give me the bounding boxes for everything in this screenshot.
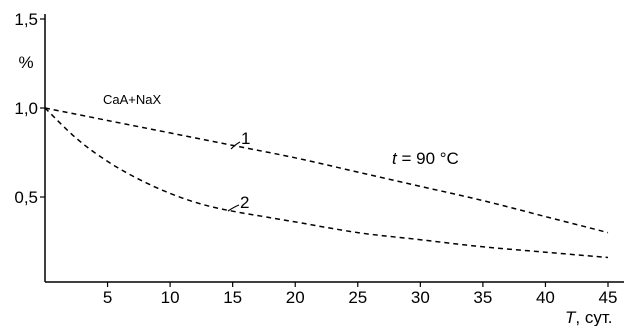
x-tick-label: 5 <box>103 288 112 307</box>
series-1-label-group: 1 <box>230 129 250 150</box>
x-tick-label: 40 <box>536 288 555 307</box>
series-1-label: 1 <box>241 129 250 148</box>
temperature-annotation: t = 90 °C <box>392 149 459 168</box>
x-tick-label: 15 <box>223 288 242 307</box>
x-tick-label: 45 <box>599 288 618 307</box>
y-tick-label: 0,5 <box>14 188 38 207</box>
y-tick-label: 1,0 <box>14 99 38 118</box>
series-2-leader <box>227 204 240 212</box>
y-axis-label: % <box>18 53 33 72</box>
series-lines <box>44 107 609 259</box>
series-1-leader <box>230 141 241 150</box>
x-axis-label: T, сут. <box>565 308 612 326</box>
x-tick-label: 25 <box>348 288 367 307</box>
x-tick-label: 10 <box>161 288 180 307</box>
x-ticks: 5 10 15 20 25 30 35 40 45 <box>103 282 618 307</box>
x-tick-label: 20 <box>286 288 305 307</box>
x-tick-label: 30 <box>411 288 430 307</box>
y-tick-label: 1,5 <box>14 10 38 29</box>
series-1-line <box>44 107 609 234</box>
x-tick-label: 35 <box>473 288 492 307</box>
series-2-line <box>44 107 609 259</box>
y-ticks: 0,5 1,0 1,5 <box>14 10 45 207</box>
sample-label: CaA+NaX <box>103 92 161 107</box>
series-2-label-group: 2 <box>227 193 249 212</box>
series-2-label: 2 <box>240 193 249 212</box>
